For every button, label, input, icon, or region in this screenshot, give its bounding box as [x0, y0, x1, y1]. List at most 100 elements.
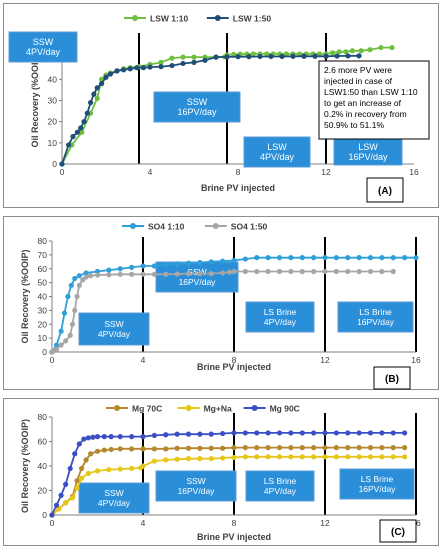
- data-point: [379, 255, 385, 261]
- data-point: [402, 255, 408, 261]
- data-point: [94, 448, 101, 454]
- stage-label-box: [8, 31, 78, 63]
- data-point: [117, 446, 123, 452]
- data-point: [208, 445, 214, 451]
- data-point: [197, 271, 203, 277]
- data-point: [242, 430, 248, 436]
- x-tick-label: 0: [50, 518, 55, 528]
- data-point: [367, 454, 374, 460]
- data-point: [129, 264, 135, 270]
- y-tick-label: 60: [38, 437, 48, 447]
- data-point: [378, 44, 384, 51]
- panel-tag-label: (B): [385, 374, 399, 385]
- data-point: [79, 129, 85, 135]
- data-point: [367, 430, 374, 436]
- y-tick-label: 60: [38, 264, 48, 274]
- data-point: [333, 445, 339, 451]
- data-point: [85, 470, 91, 476]
- data-point: [379, 268, 385, 275]
- data-point: [94, 468, 101, 474]
- stage-label-text: SSW: [186, 476, 205, 486]
- chart-a-svg: 01020304050600481216Brine PV injectedOil…: [8, 14, 430, 203]
- data-point: [312, 53, 318, 59]
- data-point: [185, 271, 192, 277]
- data-point: [106, 272, 112, 278]
- data-point: [390, 255, 396, 261]
- y-tick-label: 40: [38, 292, 48, 302]
- data-point: [117, 271, 123, 277]
- stage-label-text: SSW: [33, 37, 54, 47]
- stage-label-text: 16PV/day: [359, 484, 397, 494]
- data-point: [297, 51, 303, 57]
- data-point: [72, 451, 78, 457]
- annotation-box: [318, 60, 430, 140]
- annotation-text: to get an increase of: [324, 98, 402, 108]
- legend-swatch-marker: [212, 223, 219, 229]
- y-axis-label: Oil Recovery (%OOIP): [20, 419, 30, 513]
- data-point: [254, 268, 260, 275]
- data-point: [276, 268, 283, 275]
- y-axis-label: Oil Recovery (%OOIP): [20, 249, 30, 343]
- data-point: [356, 255, 362, 261]
- data-point: [121, 67, 127, 73]
- data-point: [265, 430, 271, 436]
- legend-swatch-marker: [114, 405, 120, 411]
- data-point: [140, 65, 146, 71]
- data-point: [345, 53, 351, 59]
- data-point: [390, 454, 396, 460]
- stage-label-text: 16PV/day: [177, 107, 217, 117]
- data-point: [402, 445, 408, 451]
- data-point: [311, 445, 317, 451]
- data-point: [330, 50, 336, 56]
- data-point: [379, 445, 385, 451]
- data-point: [379, 454, 385, 460]
- data-point: [220, 270, 226, 276]
- data-point: [107, 71, 113, 77]
- legend-entry: Mg 90C: [270, 404, 300, 414]
- data-point: [169, 62, 175, 69]
- data-point: [106, 467, 112, 473]
- data-point: [185, 456, 192, 462]
- data-point: [83, 270, 89, 276]
- data-point: [78, 475, 85, 481]
- data-point: [390, 445, 396, 451]
- data-point: [49, 512, 55, 518]
- data-point: [345, 430, 351, 436]
- stage-label-box: [155, 261, 239, 293]
- data-point: [257, 53, 263, 60]
- stage-label-text: SSW: [187, 267, 206, 277]
- data-point: [322, 268, 328, 275]
- data-point: [63, 481, 69, 487]
- x-tick-label: 0: [50, 355, 55, 365]
- data-point: [174, 261, 180, 267]
- data-point: [140, 446, 146, 452]
- data-point: [63, 500, 69, 506]
- data-point: [61, 310, 68, 316]
- data-point: [265, 445, 271, 451]
- annotation-text: 0.2% in recovery from: [324, 109, 407, 119]
- data-point: [220, 455, 226, 461]
- annotation-text: injected in case of: [324, 76, 393, 86]
- data-point: [53, 342, 60, 348]
- data-point: [72, 307, 78, 313]
- data-point: [129, 271, 135, 277]
- data-point: [358, 48, 364, 54]
- data-point: [311, 430, 317, 436]
- stage-label-box: [245, 301, 315, 333]
- data-point: [276, 430, 283, 436]
- data-point: [197, 259, 203, 266]
- data-point: [158, 64, 164, 70]
- data-point: [336, 49, 342, 55]
- data-point: [88, 100, 94, 106]
- data-point: [151, 446, 157, 452]
- data-point: [174, 445, 180, 451]
- stage-label-box: [78, 312, 150, 346]
- x-tick-label: 12: [321, 167, 331, 177]
- data-point: [356, 268, 362, 275]
- stage-label-text: 16PV/day: [178, 486, 216, 496]
- data-point: [129, 465, 135, 472]
- data-point: [94, 272, 101, 278]
- stage-label-box: [337, 301, 414, 333]
- stage-label-box: [245, 470, 315, 502]
